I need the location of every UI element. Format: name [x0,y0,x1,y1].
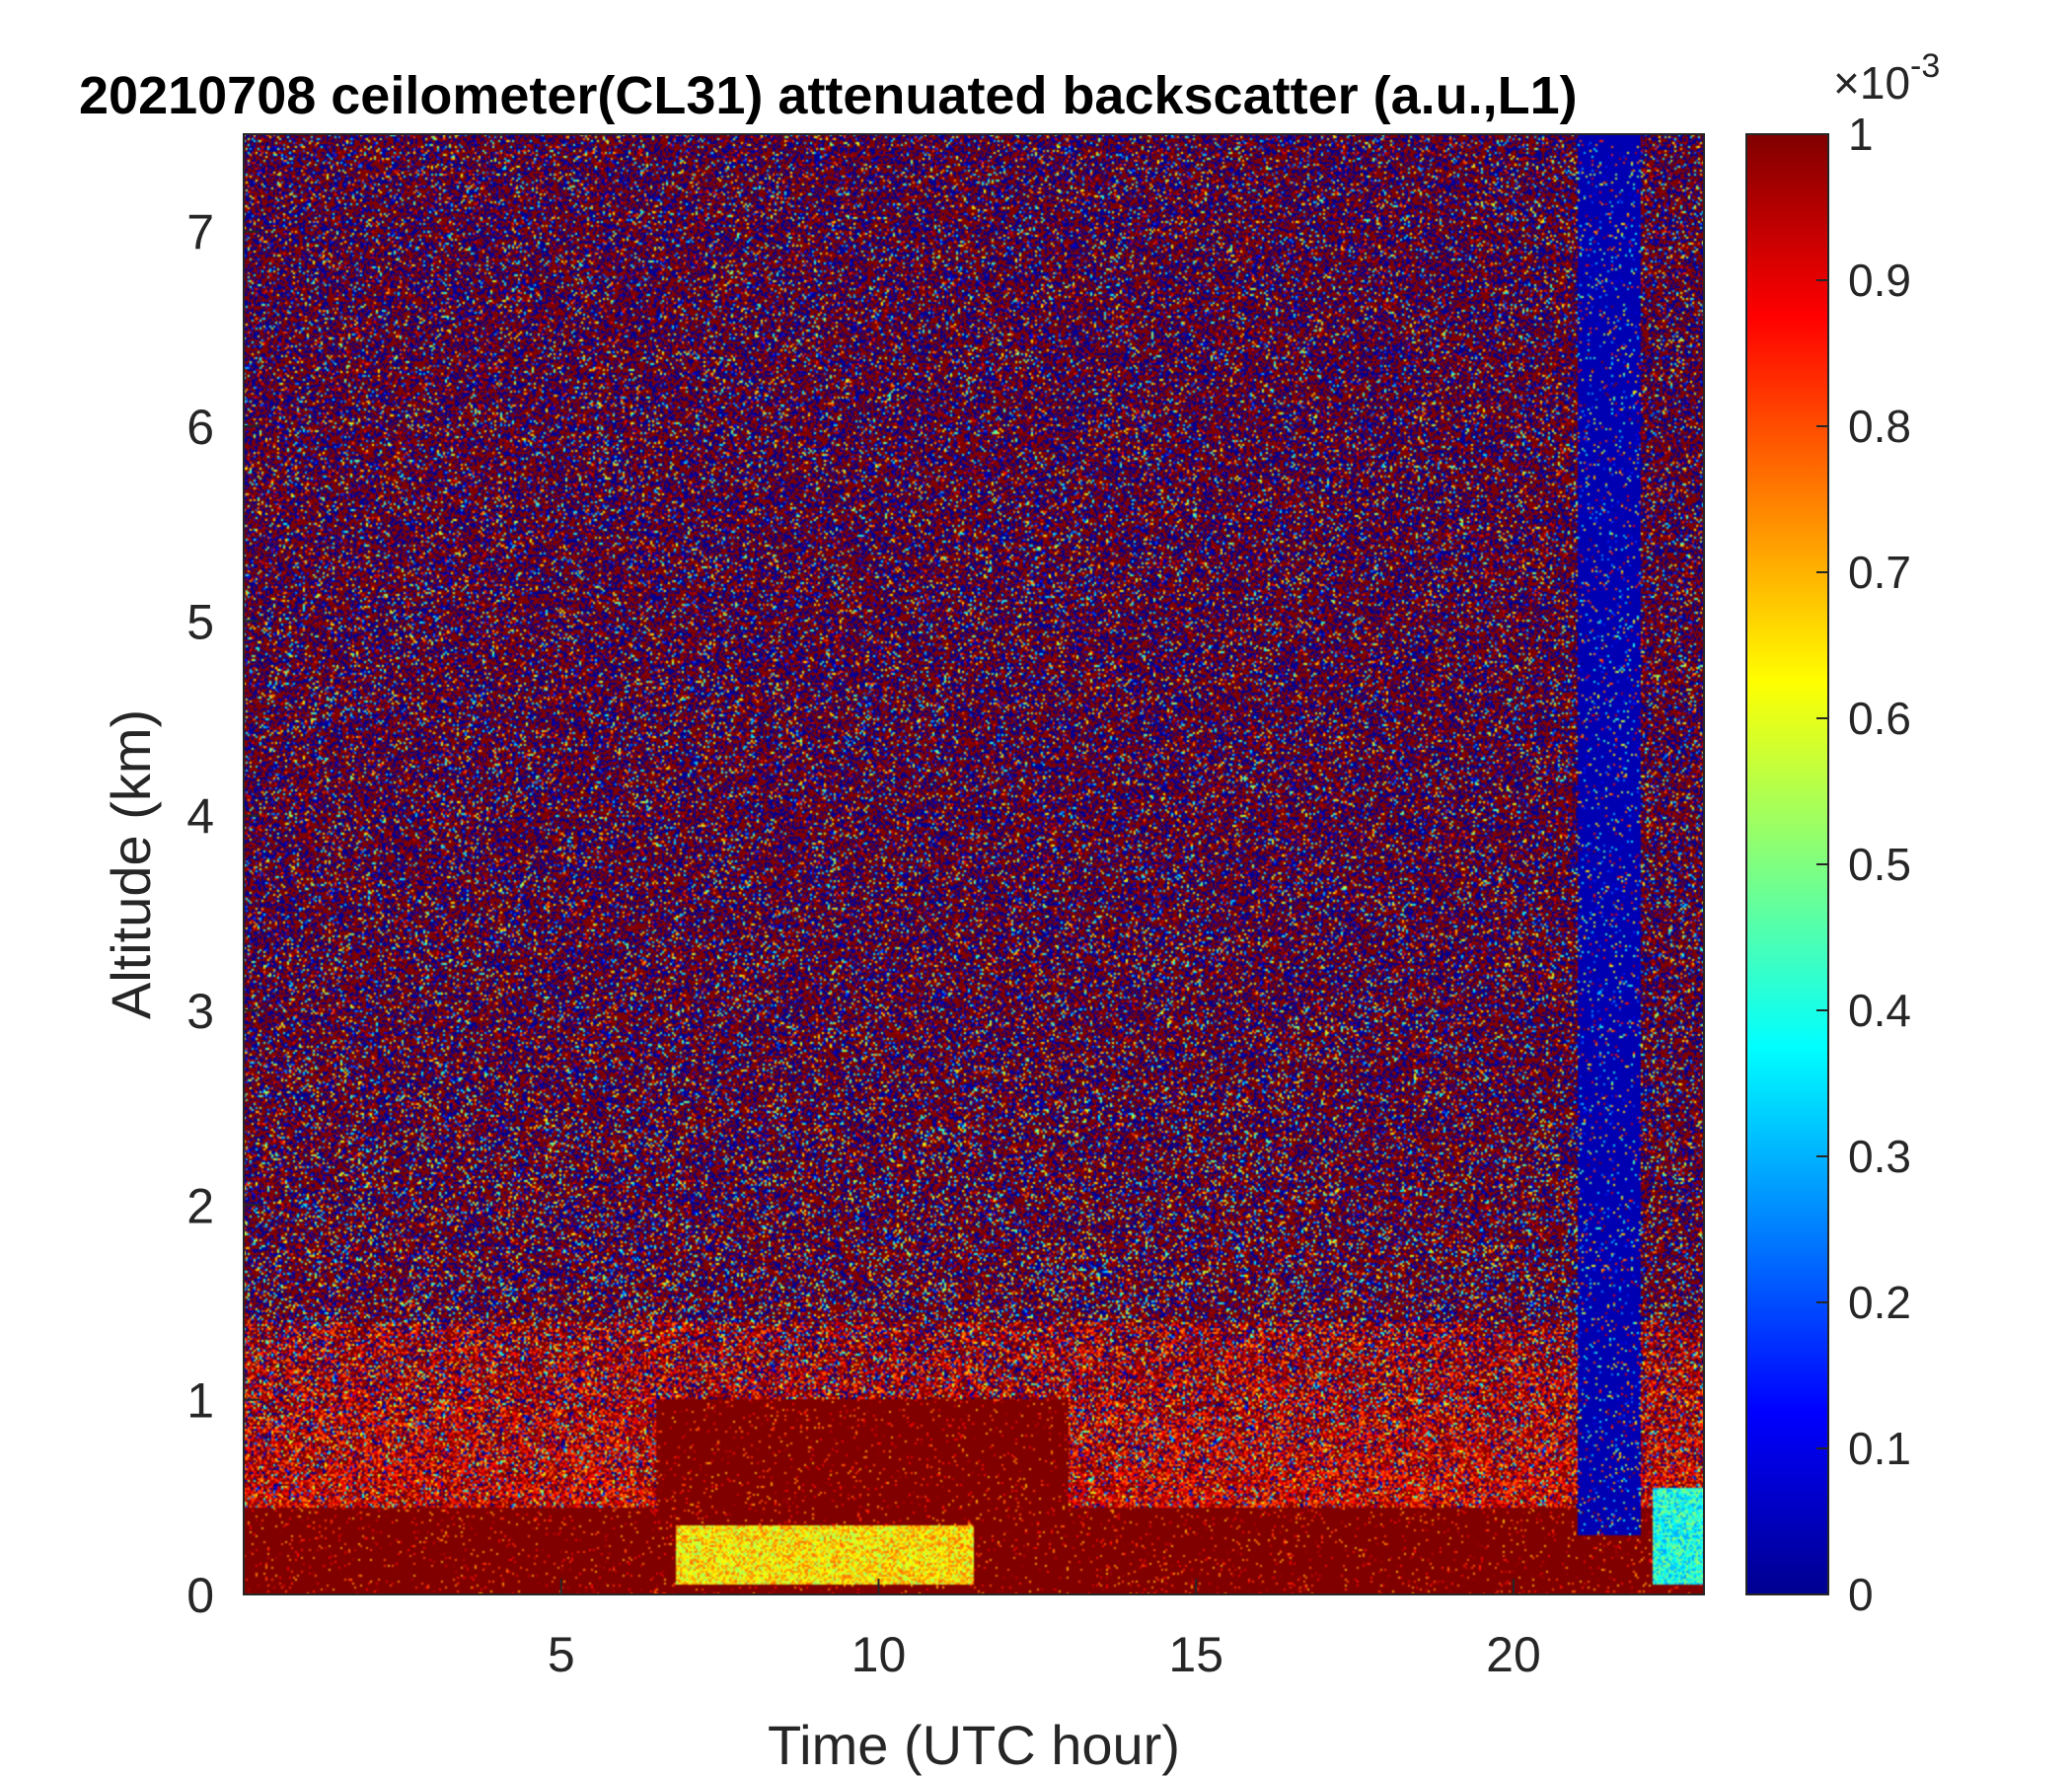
colorbar-ticks: 0 0.1 0.2 0.3 0.4 0.5 0.6 0.7 0.8 0.9 1 [1816,109,1911,1620]
y-tick-label: 2 [186,1178,214,1233]
colorbar-tick-label: 0.3 [1848,1131,1911,1182]
x-tick-label: 10 [851,1627,907,1682]
y-tick-label: 3 [186,984,214,1039]
y-tick-label: 4 [186,789,214,845]
y-tick-label: 6 [186,400,214,455]
y-axis: 0 1 2 3 4 5 6 7 [186,205,259,1623]
colorbar-exponent-power: -3 [1910,47,1940,85]
y-tick-label: 7 [186,205,214,260]
x-axis: 5 10 15 20 [548,1579,1541,1682]
colorbar-tick-label: 0.9 [1848,255,1911,306]
y-tick-label: 5 [186,594,214,649]
colorbar-tick-label: 0.6 [1848,693,1911,744]
y-tick-label: 0 [186,1568,214,1623]
y-tick-label: 1 [186,1373,214,1429]
colorbar-tick-label: 0.1 [1848,1423,1911,1474]
plot-frame [243,133,1705,1595]
x-tick-label: 20 [1486,1627,1541,1682]
colorbar-tick-label: 0.2 [1848,1277,1911,1328]
backscatter-heatmap [244,134,1704,1594]
colorbar-tick-label: 0.4 [1848,985,1911,1036]
y-axis-label: Altitude (km) [100,709,162,1019]
colorbar-exponent: ×10-3 [1833,47,1940,109]
x-axis-label: Time (UTC hour) [768,1714,1180,1776]
colorbar-tick-label: 0 [1848,1569,1874,1620]
x-tick-label: 5 [548,1627,575,1682]
colorbar-tick-label: 0.8 [1848,401,1911,452]
plot-area [243,133,1705,1595]
chart-title: 20210708 ceilometer(CL31) attenuated bac… [79,66,1578,125]
colorbar-exponent-base: ×10 [1833,57,1910,109]
colorbar-tick-label: 0.5 [1848,839,1911,890]
colorbar-gradient [1745,133,1829,1595]
colorbar-tick-label: 1 [1848,109,1874,160]
colorbar: 0 0.1 0.2 0.3 0.4 0.5 0.6 0.7 0.8 0.9 1 ×10-3 [1745,47,1940,1620]
colorbar-tick-label: 0.7 [1848,547,1911,598]
x-tick-label: 15 [1168,1627,1223,1682]
